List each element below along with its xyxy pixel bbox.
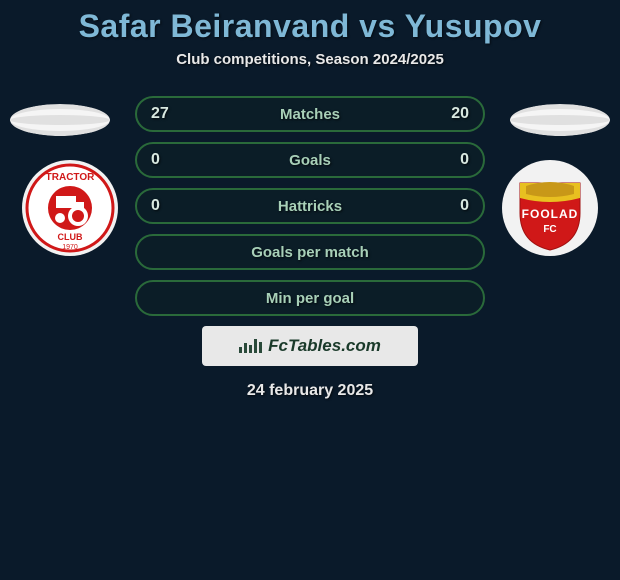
main-area: TRACTOR CLUB 1970 FOOLAD FC [0,96,620,400]
stat-label: Goals [289,152,331,169]
watermark-text: FcTables.com [268,336,381,356]
stat-right-value: 0 [441,197,469,215]
stat-row-mpg: Min per goal [135,280,485,316]
stat-right-value: 0 [441,151,469,169]
page-subtitle: Club competitions, Season 2024/2025 [0,51,620,68]
left-crest: TRACTOR CLUB 1970 [20,158,120,258]
stats-panel: 27 Matches 20 0 Goals 0 0 Hattricks 0 Go… [135,96,485,316]
flag-icon [510,104,610,136]
svg-text:1970: 1970 [62,244,78,251]
stat-label: Matches [280,106,340,123]
stat-right-value: 20 [441,105,469,123]
stat-row-goals: 0 Goals 0 [135,142,485,178]
stat-left-value: 27 [151,105,179,123]
right-crest: FOOLAD FC [500,158,600,258]
stat-label: Hattricks [278,198,342,215]
stat-left-value: 0 [151,151,179,169]
bar-chart-icon [239,339,262,353]
watermark: FcTables.com [202,326,418,366]
left-flag [10,104,110,136]
stat-row-matches: 27 Matches 20 [135,96,485,132]
stat-left-value: 0 [151,197,179,215]
right-flag [510,104,610,136]
svg-text:FOOLAD: FOOLAD [522,207,579,221]
stat-label: Goals per match [251,244,369,261]
page-title: Safar Beiranvand vs Yusupov [0,8,620,45]
footer-date: 24 february 2025 [0,382,620,400]
flag-icon [10,104,110,136]
svg-text:CLUB: CLUB [58,232,83,242]
svg-text:FC: FC [543,224,556,235]
stat-label: Min per goal [266,290,354,307]
svg-text:TRACTOR: TRACTOR [46,172,95,183]
infographic-container: Safar Beiranvand vs Yusupov Club competi… [0,0,620,400]
foolad-crest-icon: FOOLAD FC [500,158,600,258]
stat-row-hattricks: 0 Hattricks 0 [135,188,485,224]
stat-row-gpm: Goals per match [135,234,485,270]
tractor-crest-icon: TRACTOR CLUB 1970 [20,158,120,258]
